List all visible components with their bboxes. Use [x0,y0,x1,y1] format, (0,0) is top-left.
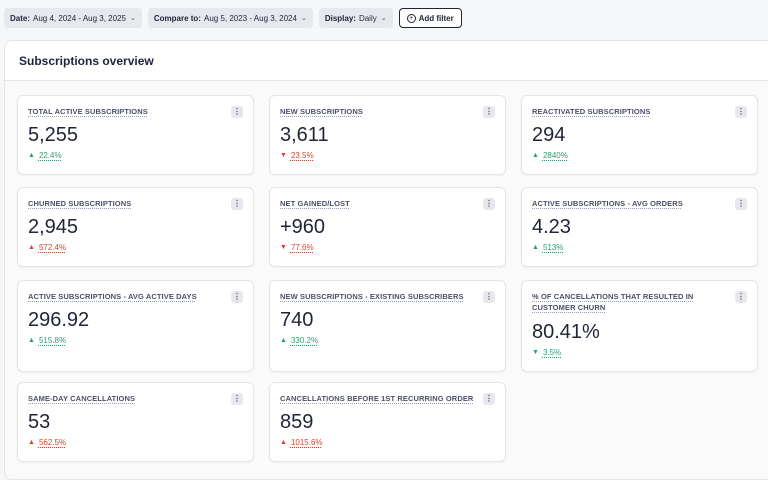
triangle-up-icon: ▲ [532,244,539,251]
metric-card[interactable]: NET GAINED/LOST ⋮ +960 ▼ 77.6% [269,187,506,267]
metric-change-value[interactable]: 562.5% [38,438,67,447]
metric-change: ▲ 330.2% [280,336,318,345]
more-vertical-icon[interactable]: ⋮ [483,393,495,405]
metric-card[interactable]: NEW SUBSCRIPTIONS - EXISTING SUBSCRIBERS… [269,280,506,372]
metric-value: 80.41% [532,321,600,343]
compare-filter-value: Aug 5, 2023 - Aug 3, 2024 [203,13,297,23]
more-vertical-icon[interactable]: ⋮ [231,291,243,303]
metric-change-value[interactable]: 572.4% [38,243,67,252]
metric-change: ▼ 77.6% [280,243,314,252]
panel-header: Subscriptions overview [5,41,768,81]
more-vertical-icon[interactable]: ⋮ [735,291,747,303]
metric-card[interactable]: TOTAL ACTIVE SUBSCRIPTIONS ⋮ 5,255 ▲ 22.4% [17,95,254,175]
chevron-down-icon: ⌄ [129,15,136,22]
date-filter-label: Date: [10,13,31,23]
metric-change: ▼ 23.5% [280,151,314,160]
more-vertical-icon[interactable]: ⋮ [735,198,747,210]
triangle-down-icon: ▼ [280,244,287,251]
metric-value: +960 [280,216,326,238]
metric-change: ▲ 562.5% [28,438,66,447]
metric-change: ▲ 2840% [532,151,568,160]
chevron-down-icon: ⌄ [300,15,307,22]
plus-circle-icon: + [406,13,416,23]
more-vertical-icon[interactable]: ⋮ [231,198,243,210]
metric-card[interactable]: % OF CANCELLATIONS THAT RESULTED IN CUST… [521,280,758,372]
metric-label[interactable]: TOTAL ACTIVE SUBSCRIPTIONS [28,107,148,116]
metric-card[interactable]: REACTIVATED SUBSCRIPTIONS ⋮ 294 ▲ 2840% [521,95,758,175]
metric-change-value[interactable]: 77.6% [290,243,314,252]
metric-change-value[interactable]: 3.5% [542,348,562,357]
display-filter-value: Daily [358,13,377,23]
triangle-up-icon: ▲ [280,439,287,446]
metric-change: ▲ 22.4% [28,151,62,160]
panel-title: Subscriptions overview [19,53,154,68]
metric-change: ▲ 515.8% [28,336,66,345]
triangle-up-icon: ▲ [280,337,287,344]
metric-change-value[interactable]: 23.5% [290,151,314,160]
display-filter-label: Display: [324,13,356,23]
triangle-up-icon: ▲ [28,439,35,446]
metric-value: 296.92 [28,309,90,331]
more-vertical-icon[interactable]: ⋮ [483,291,495,303]
metric-card[interactable]: ACTIVE SUBSCRIPTIONS - AVG ORDERS ⋮ 4.23 ▲ 5… [521,187,758,267]
metric-label[interactable]: ACTIVE SUBSCRIPTIONS - AVG ORDERS [532,199,683,208]
triangle-down-icon: ▼ [280,152,287,159]
metric-value: 859 [280,411,314,433]
metric-value: 4.23 [532,216,571,238]
metric-card[interactable]: ACTIVE SUBSCRIPTIONS - AVG ACTIVE DAYS ⋮ 2… [17,280,254,372]
triangle-up-icon: ▲ [532,152,539,159]
metric-label[interactable]: CHURNED SUBSCRIPTIONS [28,199,132,208]
metric-label[interactable]: NEW SUBSCRIPTIONS [280,107,363,116]
metric-card[interactable]: SAME-DAY CANCELLATIONS ⋮ 53 ▲ 562.5% [17,382,254,462]
metric-change-value[interactable]: 1015.6% [290,438,323,447]
filter-bar: Date: Aug 4, 2024 - Aug 3, 2025 ⌄ Compar… [0,0,768,36]
metric-value: 2,945 [28,216,79,238]
metric-card[interactable]: NEW SUBSCRIPTIONS ⋮ 3,611 ▼ 23.5% [269,95,506,175]
metric-change: ▲ 513% [532,243,563,252]
triangle-up-icon: ▲ [28,337,35,344]
metric-value: 3,611 [280,124,329,146]
triangle-down-icon: ▼ [532,349,539,356]
metric-label[interactable]: NEW SUBSCRIPTIONS - EXISTING SUBSCRIBERS [280,292,464,301]
compare-filter[interactable]: Compare to: Aug 5, 2023 - Aug 3, 2024 ⌄ [147,8,313,28]
metric-label[interactable]: ACTIVE SUBSCRIPTIONS - AVG ACTIVE DAYS [28,292,197,301]
metric-change-value[interactable]: 22.4% [38,151,62,160]
triangle-up-icon: ▲ [28,152,35,159]
metric-value: 53 [28,411,51,433]
triangle-up-icon: ▲ [28,244,35,251]
metric-change: ▼ 3.5% [532,348,561,357]
metric-change: ▲ 1015.6% [280,438,323,447]
metric-value: 294 [532,124,566,146]
metric-value: 5,255 [28,124,79,146]
metric-label[interactable]: NET GAINED/LOST [280,199,350,208]
metric-change-value[interactable]: 330.2% [290,336,319,345]
more-vertical-icon[interactable]: ⋮ [483,198,495,210]
metric-change-value[interactable]: 513% [542,243,564,252]
compare-filter-label: Compare to: [153,13,201,23]
metric-change-value[interactable]: 515.8% [38,336,67,345]
date-filter-value: Aug 4, 2024 - Aug 3, 2025 [33,13,126,23]
metric-change-value[interactable]: 2840% [542,151,568,160]
date-filter[interactable]: Date: Aug 4, 2024 - Aug 3, 2025 ⌄ [4,8,142,28]
more-vertical-icon[interactable]: ⋮ [483,106,495,118]
metric-label[interactable]: % OF CANCELLATIONS THAT RESULTED IN CUST… [532,292,694,312]
metric-card[interactable]: CHURNED SUBSCRIPTIONS ⋮ 2,945 ▲ 572.4% [17,187,254,267]
add-filter-button[interactable]: + Add filter [398,8,462,28]
metric-card[interactable]: CANCELLATIONS BEFORE 1ST RECURRING ORDER… [269,382,506,462]
more-vertical-icon[interactable]: ⋮ [735,106,747,118]
more-vertical-icon[interactable]: ⋮ [231,106,243,118]
metric-change: ▲ 572.4% [28,243,66,252]
display-filter[interactable]: Display: Daily ⌄ [318,8,393,28]
metric-label[interactable]: SAME-DAY CANCELLATIONS [28,394,136,403]
chevron-down-icon: ⌄ [380,15,387,22]
metric-label[interactable]: CANCELLATIONS BEFORE 1ST RECURRING ORDER [280,394,474,403]
metric-value: 740 [280,309,314,331]
add-filter-label: Add filter [418,13,454,23]
more-vertical-icon[interactable]: ⋮ [231,393,243,405]
metric-label[interactable]: REACTIVATED SUBSCRIPTIONS [532,107,651,116]
